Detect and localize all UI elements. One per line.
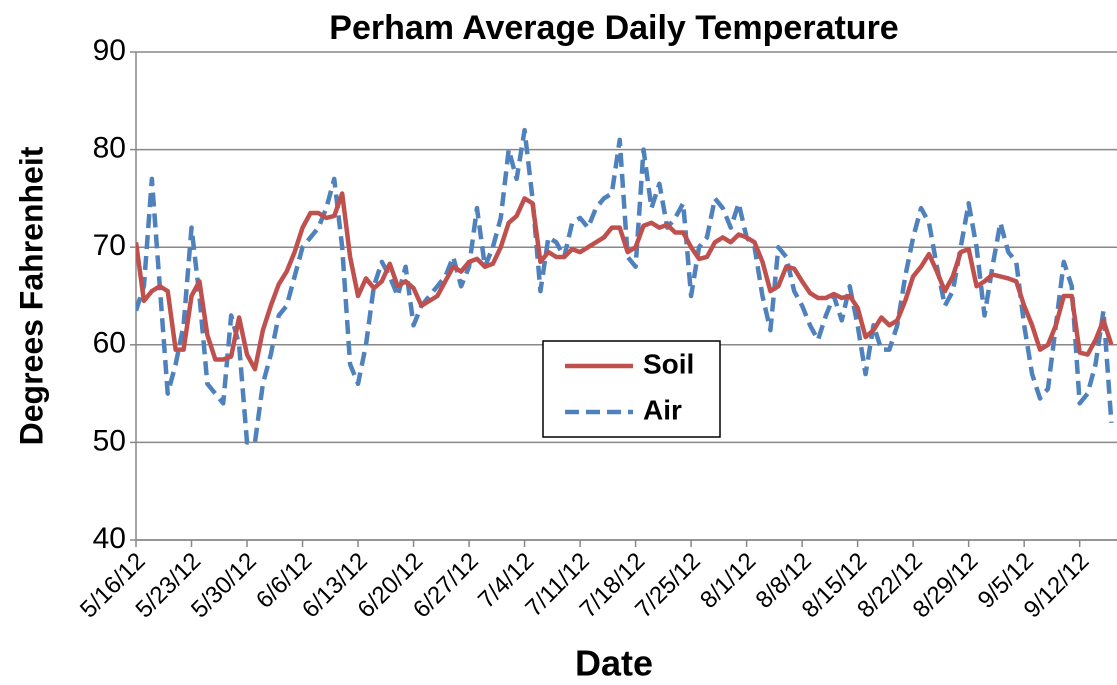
y-tick-label: 80 [93,132,126,165]
y-tick-label: 50 [93,424,126,457]
legend-label: Soil [643,348,694,379]
x-tick-label: 8/1/12 [695,548,761,614]
x-axis-label: Date [575,643,653,684]
y-tick-label: 70 [93,229,126,262]
y-tick-label: 60 [93,327,126,360]
legend-label: Air [643,394,682,425]
y-axis-label: Degrees Fahrenheit [13,146,49,445]
y-tick-label: 40 [93,522,126,555]
line-series [136,127,1114,445]
line-series [136,191,1114,372]
y-tick-label: 90 [93,34,126,67]
plot-lines [136,127,1114,445]
legend-box [542,340,721,438]
chart-title: Perham Average Daily Temperature [329,9,898,47]
